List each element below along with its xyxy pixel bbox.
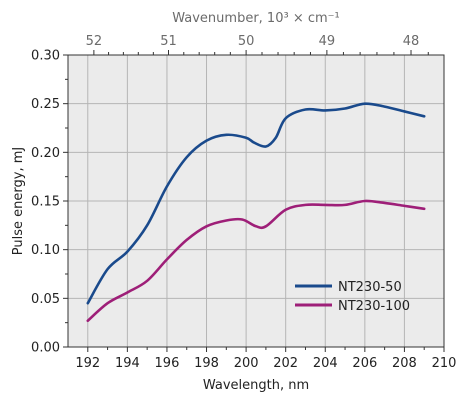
bottom-x-ticks: 192 194 196 198 200 202 204 206 208 210 [75,347,456,371]
x-tick-label-5: 202 [273,356,298,371]
x-tick-label-3: 198 [194,356,219,371]
y-tick-label-0: 0.00 [31,341,60,356]
y-axis-title: Pulse energy, mJ [11,147,26,255]
x-tick-label-2: 196 [155,356,180,371]
y-tick-label-4: 0.20 [31,146,60,161]
y-tick-label-2: 0.10 [31,243,60,258]
x-tick-label-1: 194 [115,356,140,371]
x-tick-label-8: 208 [392,356,417,371]
top-x-ticks: 52 51 50 49 48 [86,34,429,55]
y-tick-label-6: 0.30 [31,49,60,64]
x-tick-label-6: 204 [313,356,338,371]
x-axis-title: Wavelength, nm [203,378,309,393]
top-tick-label-3: 49 [319,34,336,49]
plot-frame [67,54,445,348]
x-tick-label-0: 192 [75,356,100,371]
series-line-nt230-50 [86,102,426,305]
y-tick-label-5: 0.25 [31,97,60,112]
x-tick-label-9: 210 [432,356,457,371]
x-tick-label-7: 206 [352,356,377,371]
series-line-nt230-100 [86,199,426,323]
y-tick-label-3: 0.15 [31,195,60,210]
top-tick-label-0: 52 [86,34,103,49]
top-tick-label-2: 50 [238,34,255,49]
legend-label-nt230-100: NT230-100 [338,299,410,314]
series-lines [86,102,426,323]
legend-label-nt230-50: NT230-50 [338,280,402,295]
left-y-ticks: 0.00 0.05 0.10 0.15 0.20 0.25 0.30 [31,49,68,356]
y-tick-label-1: 0.05 [31,292,60,307]
top-tick-label-1: 51 [160,34,177,49]
top-axis-title: Wavenumber, 10³ × cm⁻¹ [172,11,339,26]
x-tick-label-4: 200 [234,356,259,371]
top-tick-label-4: 48 [403,34,420,49]
legend: NT230-50 NT230-100 [295,280,410,314]
